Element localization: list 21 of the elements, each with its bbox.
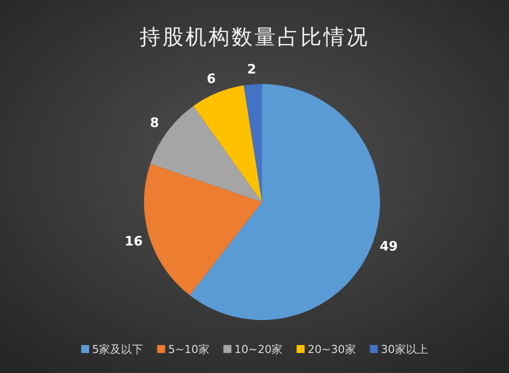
data-label: 2: [247, 62, 256, 78]
pie-slice: [190, 84, 380, 320]
legend-label: 30家以上: [380, 343, 428, 356]
data-label: 6: [206, 72, 216, 87]
pie-slice: [144, 164, 262, 296]
legend-item: 5家及以下: [81, 343, 144, 356]
legend-item: 5~10家: [157, 343, 210, 356]
legend-item: 10~20家: [223, 343, 283, 356]
chart-title: 持股机构数量占比情况: [140, 25, 370, 49]
data-label: 8: [150, 116, 160, 131]
legend-label: 5~10家: [168, 343, 210, 356]
data-label: 16: [124, 234, 143, 250]
legend-label: 5家及以下: [92, 343, 144, 356]
pie-slice: [193, 85, 262, 202]
pie-slice: [150, 106, 262, 202]
data-label: 49: [380, 239, 398, 254]
legend-item: 30家以上: [370, 343, 428, 356]
pie-slice: [244, 84, 262, 202]
legend-label: 20~30家: [308, 343, 356, 356]
legend-item: 20~30家: [296, 343, 356, 356]
legend-label: 10~20家: [234, 343, 283, 356]
